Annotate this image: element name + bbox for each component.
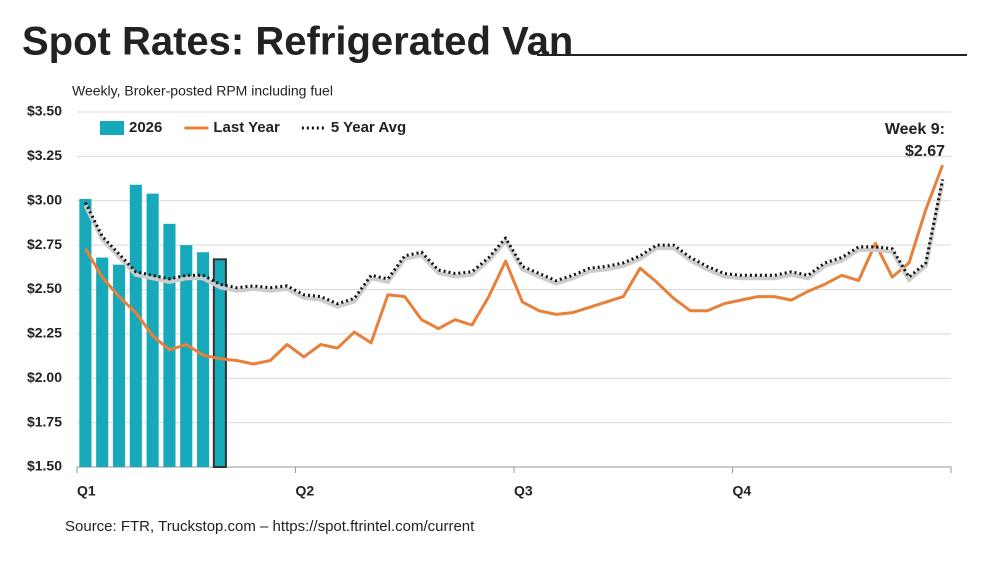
bar <box>197 252 210 467</box>
annotation: $2.67 <box>905 143 945 160</box>
legend-label: Last Year <box>213 119 280 136</box>
y-tick-label: $2.75 <box>27 236 62 252</box>
bar <box>96 257 109 467</box>
chart-subtitle: Weekly, Broker-posted RPM including fuel <box>72 83 333 99</box>
line-shadow <box>83 182 945 309</box>
y-tick-label: $1.50 <box>27 458 62 474</box>
y-tick-label: $3.25 <box>27 147 62 163</box>
line <box>84 164 945 366</box>
x-tick-label: Q4 <box>733 483 752 499</box>
y-tick-label: $3.00 <box>27 191 62 207</box>
x-tick-label: Q2 <box>296 483 315 499</box>
bar <box>163 223 176 467</box>
x-tick-label: Q1 <box>77 483 96 499</box>
y-tick-label: $2.25 <box>27 325 62 341</box>
legend-label: 5 Year Avg <box>331 119 406 136</box>
dotted-line <box>84 179 945 306</box>
bar <box>212 258 227 469</box>
bar <box>129 184 142 467</box>
y-tick-label: $3.50 <box>27 103 62 119</box>
bar <box>112 264 126 467</box>
legend-label: 2026 <box>129 119 162 136</box>
bar <box>79 198 92 467</box>
chart-title: Spot Rates: Refrigerated Van <box>22 20 573 64</box>
legend-swatch <box>100 121 124 135</box>
y-tick-label: $1.75 <box>27 413 62 429</box>
annotation: Week 9: <box>885 121 945 138</box>
bar <box>146 193 159 467</box>
y-tick-label: $2.00 <box>27 369 62 385</box>
source-note: Source: FTR, Truckstop.com – https://spo… <box>65 518 475 535</box>
y-tick-label: $2.50 <box>27 280 62 296</box>
bar <box>180 245 193 467</box>
x-tick-label: Q3 <box>514 483 533 499</box>
